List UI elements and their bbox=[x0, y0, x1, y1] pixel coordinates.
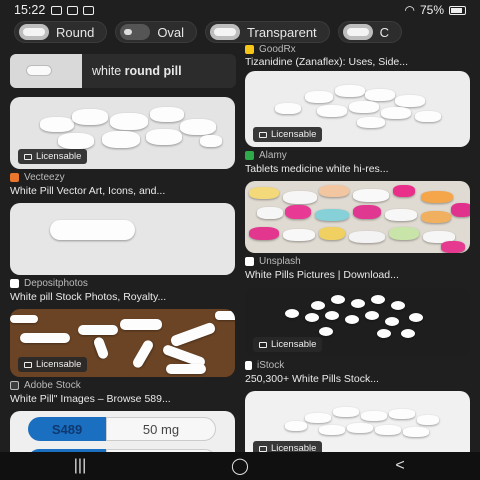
capsule-code: S489 bbox=[28, 417, 106, 441]
result-source: iStock bbox=[245, 360, 471, 371]
licensable-badge: Licensable bbox=[18, 149, 88, 164]
licensable-badge: Licensable bbox=[253, 127, 323, 142]
chip-thumbnail bbox=[342, 24, 373, 40]
results-column-left: white round pill Licensable Vecteezy Whi… bbox=[10, 44, 236, 471]
result-item[interactable]: Unsplash White Pills Pictures | Download… bbox=[245, 181, 471, 281]
capsule-dose: 50 mg bbox=[106, 417, 216, 441]
related-search-suggestion[interactable]: white round pill bbox=[10, 54, 236, 88]
chip-thumbnail bbox=[210, 24, 241, 40]
result-item[interactable]: Licensable Alamy Tablets medicine white … bbox=[245, 71, 471, 175]
battery-icon bbox=[449, 5, 466, 15]
result-item[interactable]: Licensable iStock 250,300+ White Pills S… bbox=[245, 287, 471, 385]
result-title[interactable]: White Pills Pictures | Download... bbox=[245, 269, 399, 281]
result-title[interactable]: Tizanidine (Zanaflex): Uses, Side... bbox=[245, 56, 409, 68]
status-time: 15:22 bbox=[14, 3, 46, 17]
result-title[interactable]: White pill Stock Photos, Royalty... bbox=[10, 291, 167, 303]
chip-thumbnail bbox=[120, 24, 151, 40]
chip-transparent[interactable]: Transparent bbox=[205, 21, 330, 43]
result-image[interactable]: Licensable bbox=[245, 287, 470, 357]
licensable-badge: Licensable bbox=[253, 337, 323, 352]
source-icon bbox=[10, 279, 19, 288]
result-item[interactable]: Licensable Vecteezy White Pill Vector Ar… bbox=[10, 97, 236, 197]
result-image[interactable] bbox=[10, 203, 235, 275]
result-source: Alamy bbox=[245, 150, 471, 161]
status-bar: 15:22 ◠ 75% bbox=[0, 0, 480, 20]
result-source: Adobe Stock bbox=[10, 380, 236, 391]
result-title[interactable]: White Pill" Images – Browse 589... bbox=[10, 393, 171, 405]
source-icon bbox=[245, 151, 254, 160]
result-source: Vecteezy bbox=[10, 172, 236, 183]
licensable-badge: Licensable bbox=[18, 357, 88, 372]
result-source: GoodRx bbox=[245, 44, 471, 54]
result-image[interactable]: Licensable bbox=[245, 71, 470, 147]
suggestion-thumbnail bbox=[10, 54, 82, 88]
result-item[interactable]: GoodRx Tizanidine (Zanaflex): Uses, Side… bbox=[245, 44, 471, 68]
notification-icons bbox=[51, 5, 95, 15]
suggestion-text: white bbox=[92, 64, 125, 78]
source-icon bbox=[10, 381, 19, 390]
result-title[interactable]: 250,300+ White Pills Stock... bbox=[245, 373, 379, 385]
result-source: Depositphotos bbox=[10, 278, 236, 289]
notification-icon bbox=[67, 5, 79, 15]
system-nav-bar: ||| ◯ < bbox=[0, 452, 480, 480]
source-icon bbox=[245, 257, 254, 266]
result-item[interactable]: Depositphotos White pill Stock Photos, R… bbox=[10, 203, 236, 303]
result-source: Unsplash bbox=[245, 256, 471, 267]
filter-chips: Round Oval Transparent C bbox=[14, 21, 480, 43]
source-icon bbox=[245, 361, 252, 370]
chip-oval[interactable]: Oval bbox=[115, 21, 198, 43]
source-icon bbox=[10, 173, 19, 182]
suggestion-bold-text: round pill bbox=[124, 64, 182, 78]
result-item[interactable]: Licensable bbox=[245, 391, 471, 461]
result-image[interactable]: Licensable bbox=[10, 97, 235, 169]
notification-icon bbox=[51, 5, 63, 15]
chip-round[interactable]: Round bbox=[14, 21, 108, 43]
notification-icon bbox=[83, 5, 95, 15]
result-title[interactable]: Tablets medicine white hi-res... bbox=[245, 163, 389, 175]
result-image[interactable]: Licensable bbox=[245, 391, 470, 461]
source-icon bbox=[245, 44, 254, 54]
result-image[interactable]: Licensable bbox=[10, 309, 235, 377]
result-item[interactable]: Licensable Adobe Stock White Pill" Image… bbox=[10, 309, 236, 405]
back-button[interactable]: < bbox=[395, 457, 405, 474]
results-column-right: GoodRx Tizanidine (Zanaflex): Uses, Side… bbox=[245, 44, 471, 461]
result-image[interactable] bbox=[245, 181, 470, 253]
wifi-icon: ◠ bbox=[404, 3, 415, 17]
home-button[interactable]: ◯ bbox=[231, 458, 249, 475]
recent-apps-button[interactable]: ||| bbox=[73, 457, 87, 474]
chip-more[interactable]: C bbox=[337, 21, 403, 43]
battery-percent: 75% bbox=[419, 3, 444, 17]
chip-thumbnail bbox=[19, 24, 49, 40]
result-title[interactable]: White Pill Vector Art, Icons, and... bbox=[10, 185, 166, 197]
